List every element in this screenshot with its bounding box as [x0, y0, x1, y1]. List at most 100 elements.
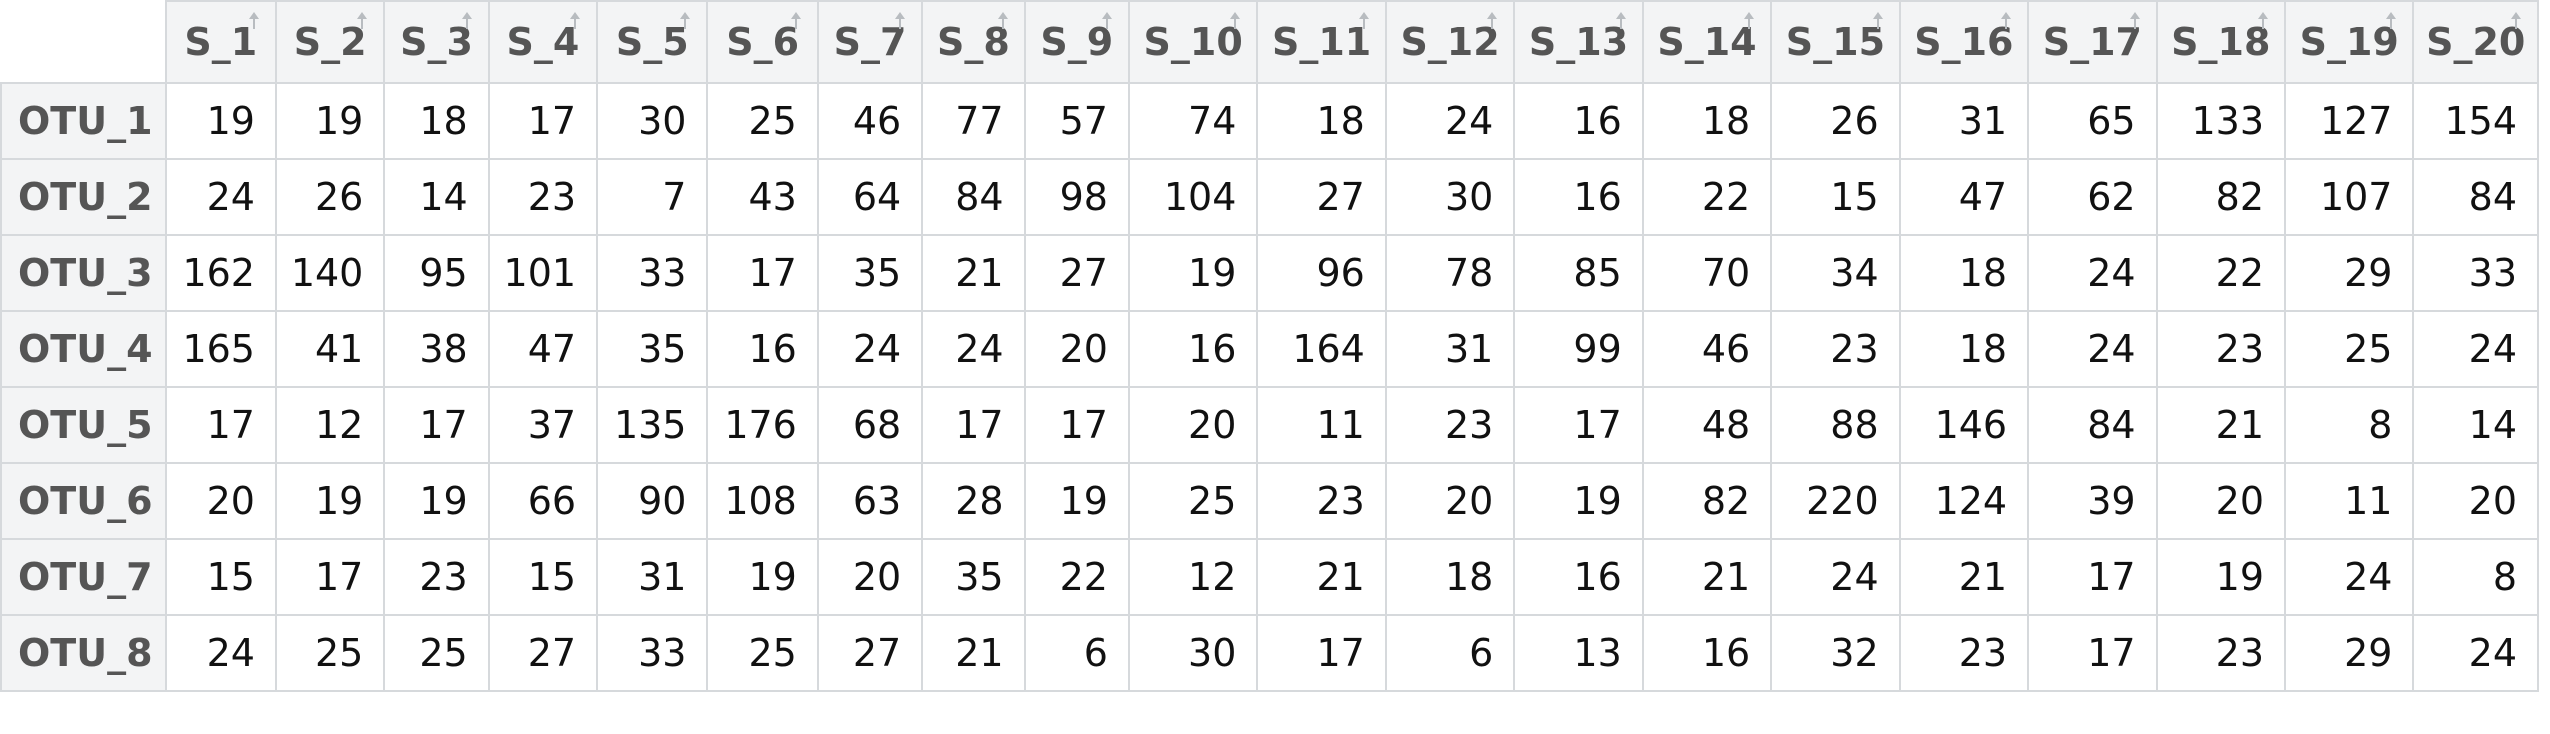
table-cell: 17	[2027, 614, 2158, 692]
sort-icon[interactable]	[1999, 12, 2013, 38]
column-header-s-11[interactable]: S_11	[1256, 0, 1387, 84]
table-cell: 30	[1127, 614, 1259, 692]
table-cell: 25	[1127, 462, 1259, 540]
row-header: OTU_6	[0, 462, 167, 540]
column-header-label: S_2	[293, 20, 367, 64]
table-cell: 23	[1384, 386, 1516, 464]
table-cell: 20	[816, 538, 924, 616]
column-header-s-4[interactable]: S_4	[487, 0, 599, 84]
column-header-s-16[interactable]: S_16	[1898, 0, 2030, 84]
table-cell: 31	[596, 538, 709, 616]
sort-icon[interactable]	[2128, 12, 2142, 38]
sort-icon[interactable]	[1742, 12, 1756, 38]
sort-icon[interactable]	[1871, 12, 1885, 38]
column-header-label: S_14	[1657, 20, 1757, 64]
sort-icon[interactable]	[1614, 12, 1628, 38]
table-cell: 26	[274, 158, 386, 236]
table-cell: 82	[2155, 158, 2287, 236]
table-cell: 21	[1256, 538, 1387, 616]
column-header-label: S_11	[1271, 20, 1372, 64]
column-header-label: S_5	[615, 20, 689, 64]
column-header-s-1[interactable]: S_1	[164, 0, 277, 84]
sort-icon[interactable]	[2256, 12, 2270, 38]
column-header-s-2[interactable]: S_2	[274, 0, 386, 84]
table-cell: 25	[706, 614, 819, 692]
table-cell: 65	[2027, 82, 2158, 160]
table-cell: 64	[816, 158, 924, 236]
table-cell: 18	[1641, 82, 1773, 160]
column-header-s-13[interactable]: S_13	[1513, 0, 1644, 84]
table-cell: 35	[596, 310, 709, 388]
column-header-s-3[interactable]: S_3	[383, 0, 490, 84]
table-cell: 21	[2155, 386, 2287, 464]
table-cell: 82	[1641, 462, 1773, 540]
table-cell: 46	[1641, 310, 1773, 388]
column-header-s-10[interactable]: S_10	[1127, 0, 1259, 84]
table-cell: 23	[1770, 310, 1901, 388]
column-header-s-19[interactable]: S_19	[2284, 0, 2415, 84]
table-cell: 7	[596, 158, 709, 236]
column-header-s-14[interactable]: S_14	[1641, 0, 1773, 84]
column-header-s-7[interactable]: S_7	[816, 0, 924, 84]
table-cell: 30	[1384, 158, 1516, 236]
table-cell: 48	[1641, 386, 1773, 464]
table-cell: 34	[1770, 234, 1901, 312]
sort-icon[interactable]	[789, 12, 803, 38]
row-header: OTU_8	[0, 614, 167, 692]
sort-icon[interactable]	[1228, 12, 1242, 38]
column-header-s-8[interactable]: S_8	[921, 0, 1026, 84]
column-header-s-18[interactable]: S_18	[2155, 0, 2287, 84]
table-cell: 101	[487, 234, 599, 312]
sort-icon[interactable]	[568, 12, 582, 38]
table-cell: 21	[921, 614, 1026, 692]
table-cell: 16	[1513, 538, 1644, 616]
table-cell: 24	[2412, 310, 2539, 388]
table-cell: 16	[1513, 82, 1644, 160]
sort-icon[interactable]	[996, 12, 1010, 38]
table-row: OTU_7 15 17 23 15 31 19 20 35 22 12 21 18 16 21 24 21 17 1…	[0, 538, 2539, 616]
column-header-s-9[interactable]: S_9	[1023, 0, 1130, 84]
table-cell: 33	[2412, 234, 2539, 312]
table-row: OTU_1 19 19 18 17 30 25 46 77 57 74 18 24 16 18 26 31 65 1…	[0, 82, 2539, 160]
column-header-s-6[interactable]: S_6	[706, 0, 819, 84]
table-cell: 165	[164, 310, 277, 388]
row-header: OTU_4	[0, 310, 167, 388]
table-cell: 26	[1770, 82, 1901, 160]
table-cell: 23	[487, 158, 599, 236]
sort-icon[interactable]	[355, 12, 369, 38]
sort-icon[interactable]	[1100, 12, 1114, 38]
sort-icon[interactable]	[893, 12, 907, 38]
table-cell: 15	[164, 538, 277, 616]
table-cell: 19	[1023, 462, 1130, 540]
sort-icon[interactable]	[2509, 12, 2523, 38]
sort-icon[interactable]	[2384, 12, 2398, 38]
sort-icon[interactable]	[247, 12, 261, 38]
column-header-s-17[interactable]: S_17	[2027, 0, 2158, 84]
table-cell: 12	[274, 386, 386, 464]
table-cell: 104	[1127, 158, 1259, 236]
table-cell: 85	[1513, 234, 1644, 312]
column-header-s-12[interactable]: S_12	[1384, 0, 1516, 84]
table-cell: 19	[274, 462, 386, 540]
column-header-s-15[interactable]: S_15	[1770, 0, 1901, 84]
column-header-label: S_15	[1785, 20, 1886, 64]
column-header-s-20[interactable]: S_20	[2412, 0, 2539, 84]
table-cell: 95	[383, 234, 490, 312]
sort-icon[interactable]	[1485, 12, 1499, 38]
sort-icon[interactable]	[460, 12, 474, 38]
sort-icon[interactable]	[678, 12, 692, 38]
table-cell: 84	[2412, 158, 2539, 236]
column-header-s-5[interactable]: S_5	[596, 0, 709, 84]
table-cell: 14	[383, 158, 490, 236]
table-cell: 25	[2284, 310, 2415, 388]
table-cell: 66	[487, 462, 599, 540]
table-cell: 16	[1127, 310, 1259, 388]
table-cell: 18	[1384, 538, 1516, 616]
table-cell: 23	[1256, 462, 1387, 540]
table-cell: 23	[383, 538, 490, 616]
sort-icon[interactable]	[1357, 12, 1371, 38]
table-cell: 90	[596, 462, 709, 540]
table-cell: 17	[164, 386, 277, 464]
table-cell: 21	[921, 234, 1026, 312]
table-cell: 11	[2284, 462, 2415, 540]
